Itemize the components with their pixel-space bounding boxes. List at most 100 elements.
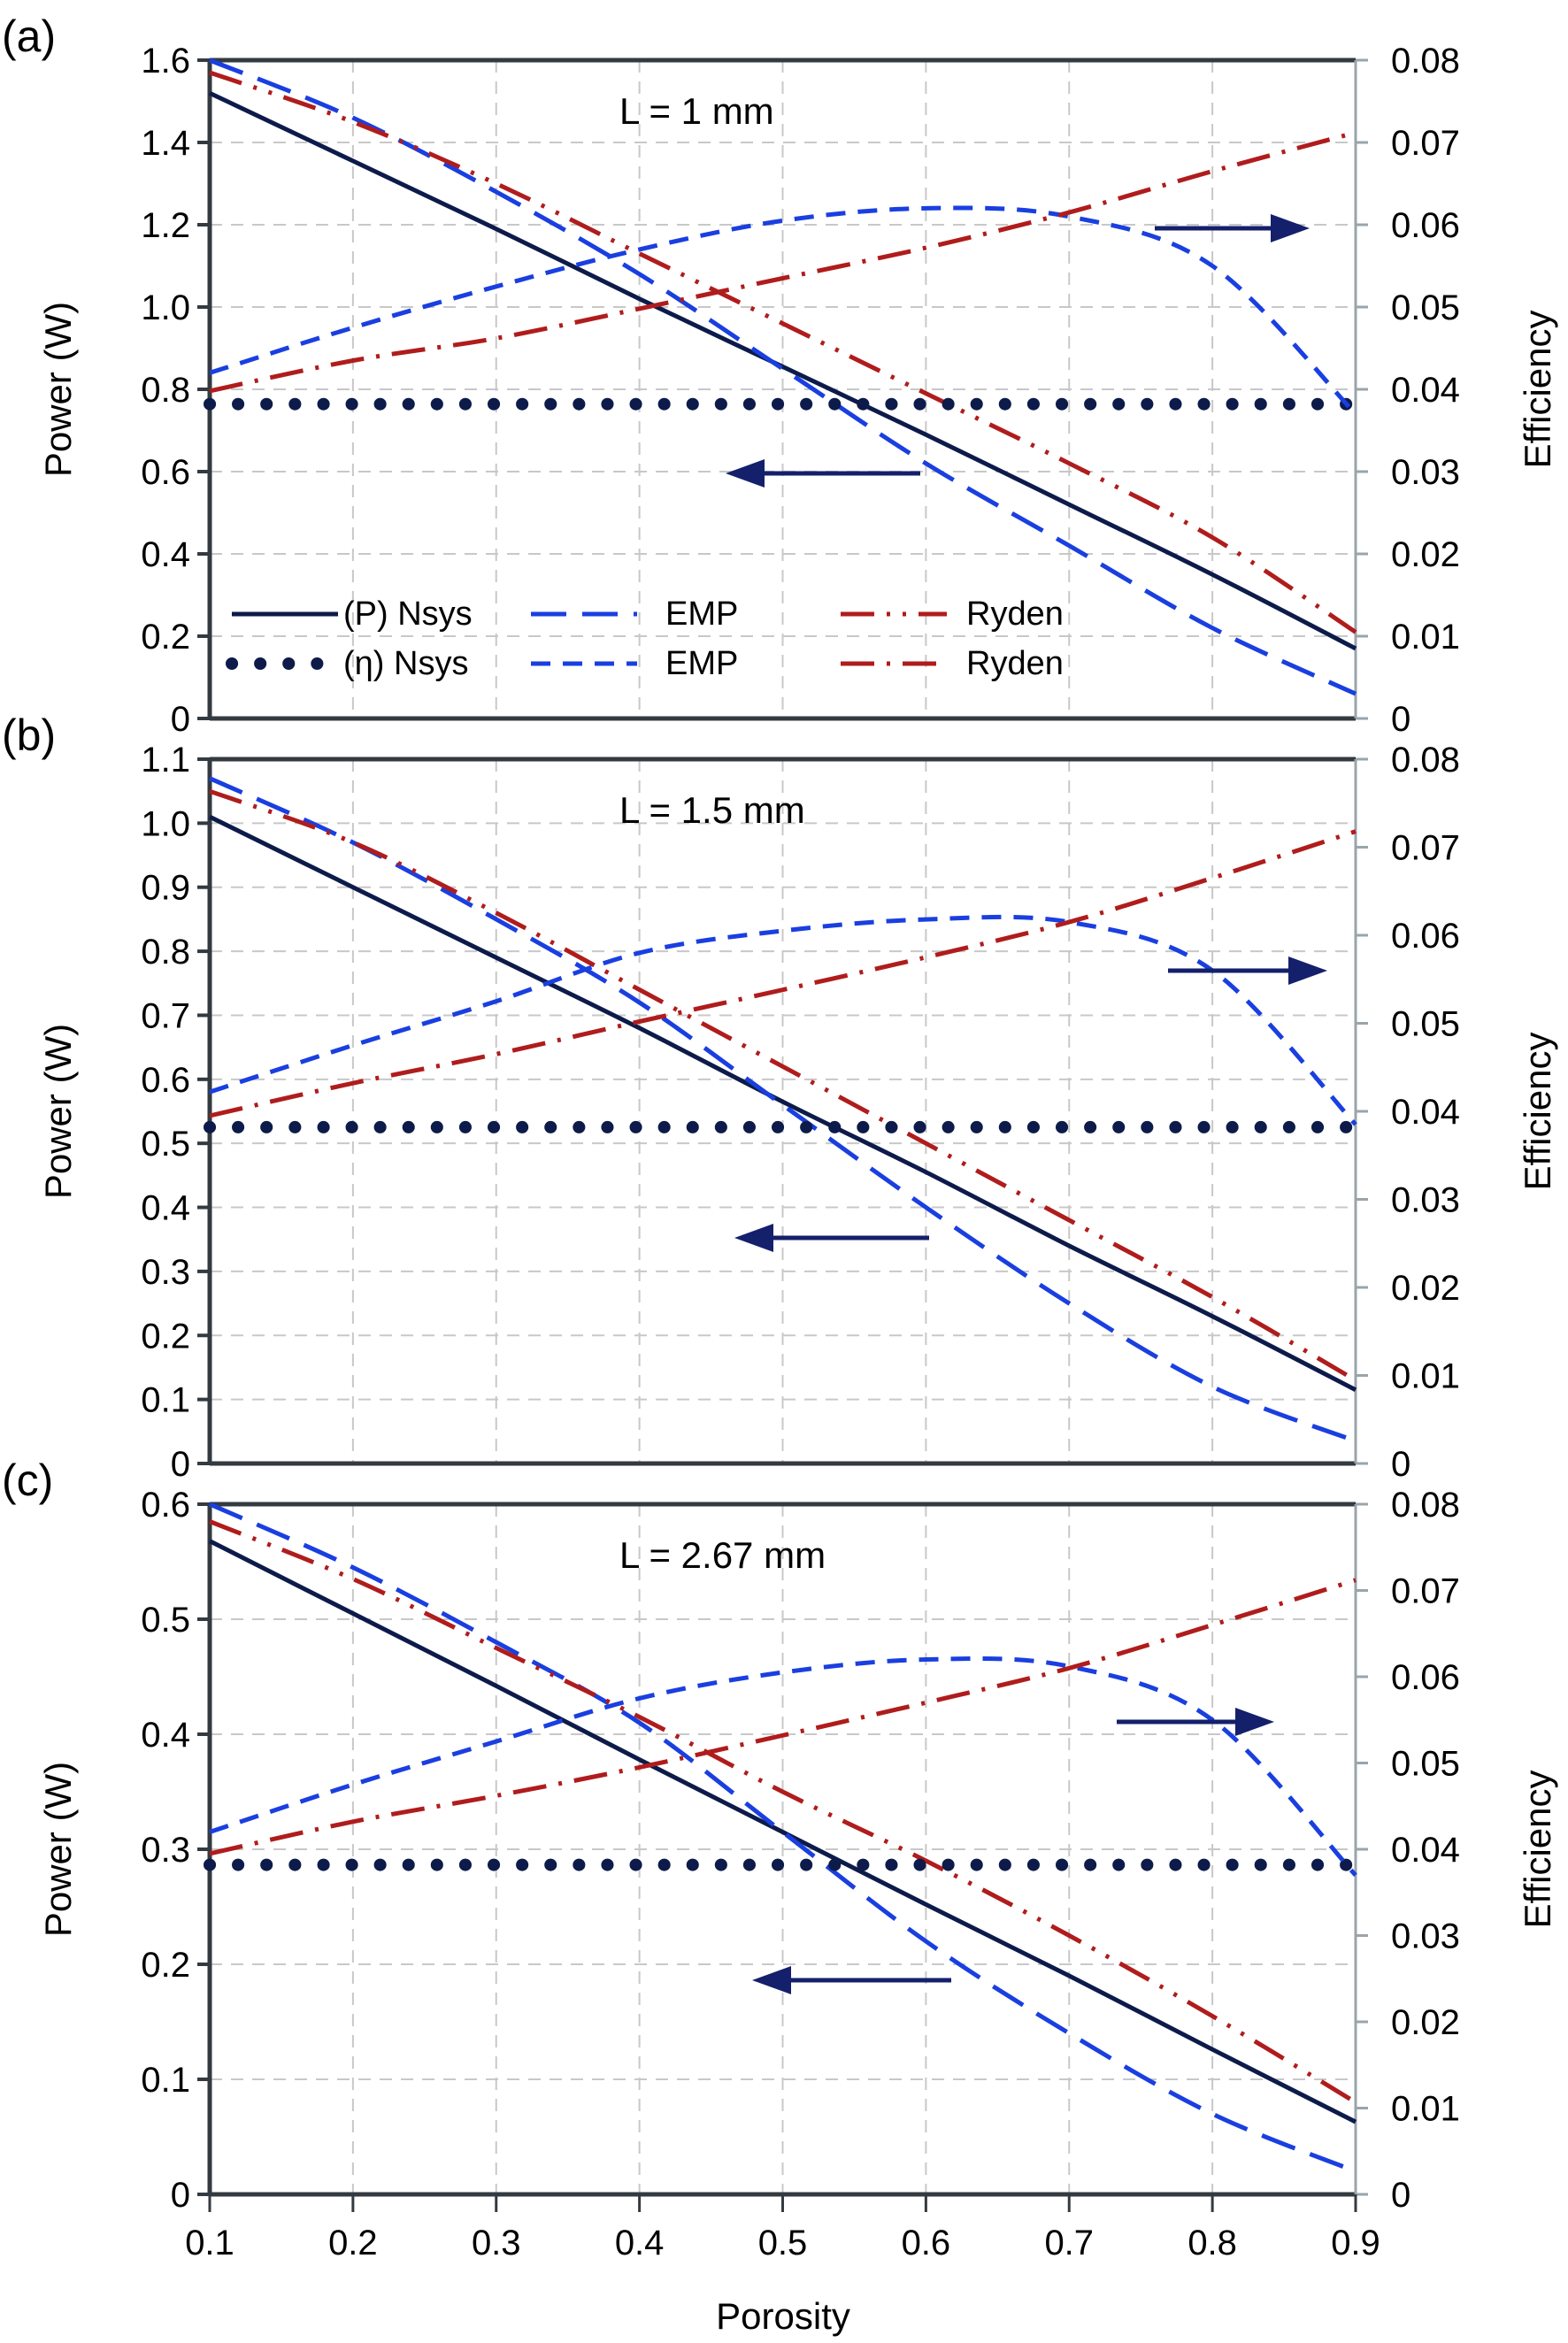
data-point-eta-emp [494,284,499,289]
legend-label: Ryden [966,645,1064,682]
data-point-P-emp [494,1640,499,1645]
data-point-eta-ryden [923,1700,928,1705]
data-point-P-ryden [350,119,356,125]
y-tick-label-left: 0.9 [141,869,190,908]
data-point-P-nsys [637,296,642,302]
data-point-eta-emp [494,1739,499,1744]
series-line-eta-emp [209,205,1357,416]
series-line-P-ryden [209,70,1357,634]
legend-label: (P) Nsys [343,595,473,633]
data-point-eta-ryden [494,1794,499,1799]
panel-label: (a) [2,12,56,61]
data-point-P-ryden [637,987,642,993]
x-tick-label: 0.8 [1188,2224,1237,2262]
data-point-P-emp [637,1000,642,1005]
data-point-P-nsys [1353,2119,1358,2124]
data-point-P-ryden [1210,1294,1215,1300]
data-point-eta-emp [1210,264,1215,269]
legend-label: EMP [665,645,738,682]
data-point-P-emp [923,461,928,466]
data-point-P-nsys [1353,1387,1358,1393]
data-point-P-nsys [1353,646,1358,651]
series-line-eta-emp [209,1655,1357,1877]
data-point-P-nsys [350,1611,356,1617]
data-point-eta-ryden [1210,169,1215,174]
y-tick-label-right: 0.06 [1391,206,1460,245]
data-point-P-emp [1210,626,1215,631]
series-line-P-nsys [208,90,1357,651]
y-tick-label-left: 0.6 [141,1486,190,1525]
y-tick-label-right: 0.02 [1391,535,1460,574]
arrow-head-right-icon [1288,956,1327,985]
data-point-eta-emp [923,1657,928,1663]
data-point-P-ryden [207,1519,212,1525]
data-point-eta-ryden [207,1851,212,1856]
data-point-P-ryden [1210,2014,1215,2019]
data-point-P-ryden [494,1646,499,1651]
data-point-eta-emp [637,1695,642,1701]
y-axis-title-right: Efficiency [1517,311,1558,469]
legend-label: (η) Nsys [343,645,468,682]
y-tick-label-left: 0.1 [141,1381,190,1420]
data-point-P-nsys [923,432,928,437]
data-point-P-emp [923,1939,928,1944]
y-tick-label-right: 0.05 [1391,1005,1460,1044]
y-axis-title-left: Power (W) [37,302,79,477]
data-point-eta-nsys [1210,402,1215,407]
y-tick-label-left: 0.5 [141,1125,190,1164]
length-annotation: L = 2.67 mm [619,1534,826,1576]
data-point-P-nsys [1210,1314,1215,1319]
data-point-eta-ryden [637,1019,642,1025]
data-point-P-emp [1353,2169,1358,2174]
y-tick-label-left: 0 [171,700,190,739]
y-tick-label-right: 0.06 [1391,1658,1460,1697]
panels: 0 0.2 0.4 0.6 0.8 1.0 1.2 1.4 1.6 0 0.01 0.02 0.03 0.… [2,12,1558,2262]
x-tick-label: 0.4 [615,2224,665,2262]
x-tick-label: 0.2 [328,2224,378,2262]
data-point-eta-emp [780,218,786,223]
y-tick-label-left: 0.4 [141,535,190,574]
data-point-eta-ryden [494,1051,499,1056]
data-point-P-ryden [350,1577,356,1582]
data-point-P-nsys [923,1170,928,1175]
data-point-eta-nsys [1066,1863,1072,1868]
data-point-P-ryden [494,181,499,187]
data-point-P-nsys [350,158,356,164]
data-point-P-emp [1353,1439,1358,1444]
y-tick-label-left: 1.0 [141,288,190,327]
data-point-eta-ryden [350,1819,356,1824]
x-tick-label: 0.6 [902,2224,951,2262]
y-axis-title-right: Efficiency [1517,1771,1558,1929]
y-tick-label-right: 0.08 [1391,1486,1460,1525]
y-tick-label-right: 0.01 [1391,2090,1460,2129]
arrow-head-left-icon [734,1224,773,1252]
arrow-head-right-icon [1235,1708,1274,1736]
series-line-P-ryden [209,788,1357,1383]
series-line-eta-ryden [209,1578,1357,1856]
data-point-P-nsys [494,955,499,960]
data-point-eta-ryden [350,1080,356,1086]
data-point-P-ryden [1353,1378,1358,1383]
y-tick-label-left: 0.2 [141,1317,190,1356]
data-point-eta-ryden [780,1732,786,1738]
data-point-eta-ryden [923,245,928,250]
data-point-eta-emp [780,1670,786,1675]
y-tick-label-left: 1.6 [141,42,190,81]
data-point-eta-nsys [1210,1125,1215,1130]
data-point-P-emp [1210,2111,1215,2116]
series-line-eta-ryden [209,130,1357,394]
y-tick-label-right: 0.05 [1391,288,1460,327]
series-line-P-nsys [208,814,1357,1393]
y-tick-label-left: 0 [171,2176,190,2215]
data-point-eta-nsys [494,1125,499,1130]
data-point-eta-emp [1353,411,1358,417]
y-axis-title-left: Power (W) [37,1762,79,1937]
data-point-eta-emp [1353,1872,1358,1878]
data-point-P-ryden [637,1715,642,1720]
data-point-eta-nsys [780,1863,786,1868]
data-point-P-ryden [923,1141,928,1146]
data-point-eta-emp [637,950,642,956]
legend-label: EMP [665,595,738,633]
x-tick-label: 0.9 [1331,2224,1380,2262]
x-tick-label: 0.7 [1044,2224,1094,2262]
